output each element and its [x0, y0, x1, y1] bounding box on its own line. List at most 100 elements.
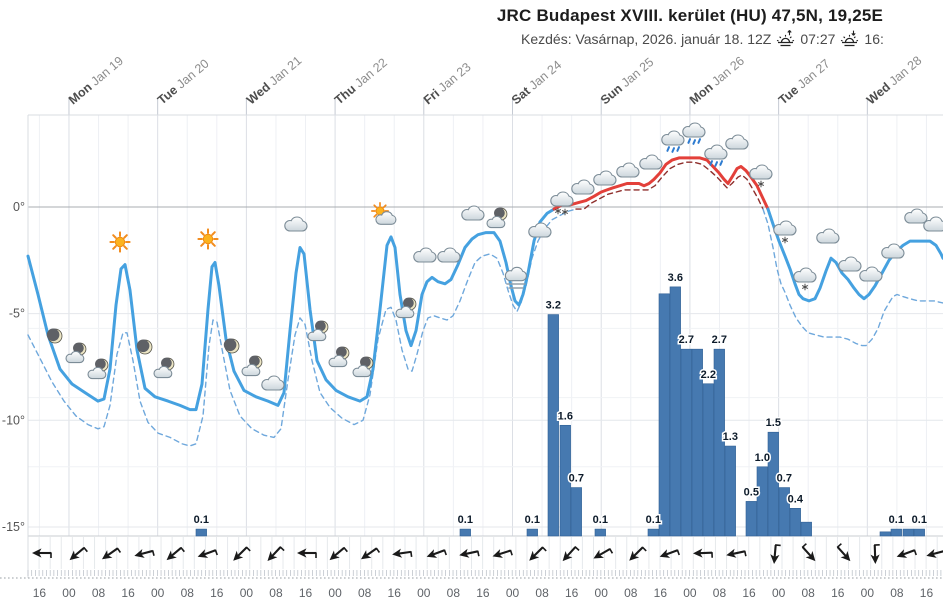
bar-value-label: 0.1	[525, 514, 540, 526]
weather-icon-sun	[197, 228, 219, 250]
y-axis-label: 0°	[13, 200, 25, 214]
wind-arrow	[492, 549, 513, 558]
bar-value-label: 0.7	[569, 473, 584, 485]
time-label: 16	[121, 586, 135, 600]
precip-bar	[913, 528, 925, 537]
wind-arrow	[529, 546, 547, 561]
wind-arrow	[593, 548, 614, 559]
time-label: 08	[535, 586, 549, 600]
temperature-curve	[26, 207, 556, 412]
precip-bar	[559, 424, 571, 537]
wind-arrow	[134, 548, 155, 558]
precip-bar	[658, 293, 670, 537]
wind-arrow	[836, 543, 851, 562]
bar-value-label: 0.1	[458, 514, 473, 526]
precip-bar	[570, 487, 582, 537]
wind-arrow	[896, 549, 917, 558]
weather-icon-fog	[504, 266, 528, 289]
wind-arrow	[926, 548, 943, 558]
weather-icon-sun-cloud	[370, 201, 397, 225]
weather-icon-cloud	[838, 256, 862, 272]
weather-icon-cloud	[284, 216, 308, 232]
weather-icon-moon-cloud	[87, 358, 109, 380]
wind-arrow	[801, 543, 816, 562]
weather-icon-moon-cloud	[153, 357, 175, 379]
bar-value-label: 0.5	[744, 486, 759, 498]
time-label: 00	[417, 586, 431, 600]
weather-icon-cloud	[816, 228, 840, 244]
time-label: 08	[624, 586, 638, 600]
weather-icon-cloud	[413, 247, 437, 263]
day-label: Wed Jan 21	[244, 53, 304, 107]
time-label: 00	[772, 586, 786, 600]
precip-bar	[724, 445, 736, 537]
weather-icon-moon-cloud	[486, 207, 508, 229]
time-label: 16	[742, 586, 756, 600]
time-label: 00	[683, 586, 697, 600]
time-label: 08	[92, 586, 106, 600]
time-label: 00	[62, 586, 76, 600]
precip-bar	[902, 528, 914, 537]
time-label: 00	[151, 586, 165, 600]
precip-bar	[691, 348, 703, 537]
time-label: 08	[802, 586, 816, 600]
time-label: 00	[506, 586, 520, 600]
time-label: 08	[713, 586, 727, 600]
wind-arrow	[562, 546, 580, 562]
weather-icon-moon-cloud	[395, 297, 417, 319]
wind-band	[0, 543, 943, 579]
wind-arrow	[233, 546, 251, 561]
weather-icon-cloud	[461, 205, 485, 221]
weather-icon-moon	[46, 328, 63, 344]
wind-arrow	[726, 548, 747, 558]
precipitation-labels: 0.1 0.1 0.1 3.2 1.6 0.7 0.1 0.1 3.6 2.7 2.2 2.7 1.3 0…	[192, 270, 928, 527]
time-label: 08	[890, 586, 904, 600]
run-start-text: Kezdés: Vasárnap, 2026. január 18. 12Z	[521, 30, 772, 47]
time-label: 16	[210, 586, 224, 600]
weather-icon-cloud	[859, 266, 883, 282]
time-label: 16	[831, 586, 845, 600]
day-label: Sun Jan 25	[598, 55, 657, 107]
precip-bar	[778, 487, 790, 537]
precip-bar	[879, 531, 891, 537]
day-label: Tue Jan 20	[155, 56, 212, 107]
weather-icon-cloud	[725, 134, 749, 150]
wind-arrow	[770, 544, 781, 564]
wind-arrow	[659, 549, 680, 558]
weather-icons	[46, 122, 943, 391]
day-label: Mon Jan 19	[66, 54, 126, 108]
weather-icon-cloud-rain	[682, 122, 706, 145]
day-label: Sat Jan 24	[509, 58, 564, 108]
grid	[27, 98, 943, 578]
temperature-curve-above-zero	[552, 156, 770, 211]
weather-icon-cloud-snow	[793, 267, 817, 291]
time-label: 08	[358, 586, 372, 600]
weather-icon-moon-cloud	[328, 346, 350, 368]
precip-bar	[680, 348, 692, 537]
wind-arrow	[166, 546, 185, 561]
precip-bar	[195, 528, 207, 537]
bar-value-label: 0.7	[777, 473, 792, 485]
felt-temperature-curve	[27, 208, 577, 447]
bar-value-label: 0.1	[593, 514, 608, 526]
wind-arrow	[69, 546, 88, 561]
bar-value-label: 3.6	[668, 272, 683, 284]
time-label: 16	[299, 586, 313, 600]
wind-arrow	[197, 549, 218, 558]
wind-arrow	[267, 546, 285, 562]
weather-icon-cloud	[639, 154, 663, 170]
precip-bar	[745, 501, 757, 537]
temperature-curve	[26, 156, 943, 412]
time-label: 08	[447, 586, 461, 600]
weather-icon-cloud-snow2	[550, 191, 574, 216]
sunset-icon	[841, 30, 859, 47]
precip-bar	[647, 528, 659, 537]
weather-icon-moon-cloud	[307, 320, 329, 342]
sunset-time: 16:	[864, 30, 884, 47]
bar-value-label: 1.5	[766, 417, 781, 429]
time-label: 16	[920, 586, 934, 600]
felt-temperature-curve-above-zero	[575, 161, 764, 210]
time-label: 00	[861, 586, 875, 600]
wind-arrow	[101, 547, 122, 560]
